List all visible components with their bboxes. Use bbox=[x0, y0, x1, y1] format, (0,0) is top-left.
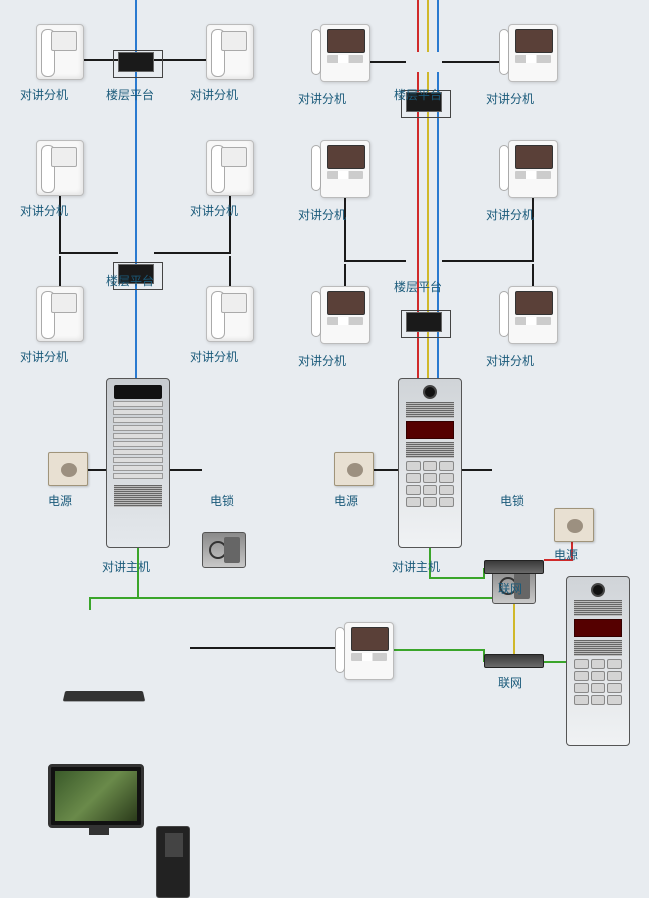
device-label: 对讲分机 bbox=[20, 202, 68, 219]
device-intercom-audio bbox=[206, 286, 254, 342]
device-intercom-audio bbox=[206, 140, 254, 196]
device-label: 电锁 bbox=[210, 492, 234, 509]
device-host-panel bbox=[106, 378, 170, 548]
device-intercom-audio bbox=[36, 140, 84, 196]
device-label: 电源 bbox=[48, 492, 72, 509]
device-intercom-video bbox=[320, 24, 370, 82]
wire bbox=[394, 650, 484, 662]
device-label: 电锁 bbox=[500, 492, 524, 509]
device-label: 楼层平台 bbox=[106, 86, 154, 103]
device-host-keypad bbox=[398, 378, 462, 548]
device-intercom-video bbox=[320, 286, 370, 344]
device-label: 电源 bbox=[334, 492, 358, 509]
device-label: 对讲分机 bbox=[486, 206, 534, 223]
device-label: 对讲分机 bbox=[190, 348, 238, 365]
device-label: 对讲分机 bbox=[190, 202, 238, 219]
device-label: 对讲分机 bbox=[20, 348, 68, 365]
device-label: 联网 bbox=[498, 580, 522, 597]
device-label: 对讲分机 bbox=[298, 206, 346, 223]
device-label: 电源 bbox=[554, 546, 578, 563]
device-label: 对讲分机 bbox=[20, 86, 68, 103]
device-intercom-audio bbox=[36, 24, 84, 80]
device-label: 对讲分机 bbox=[190, 86, 238, 103]
device-netbox bbox=[484, 560, 544, 574]
device-monitor bbox=[48, 764, 144, 828]
device-label: 对讲主机 bbox=[102, 558, 150, 575]
device-label: 对讲分机 bbox=[298, 90, 346, 107]
device-intercom-video bbox=[508, 286, 558, 344]
device-host-keypad bbox=[566, 576, 630, 746]
device-power-box bbox=[554, 508, 594, 542]
device-elock bbox=[202, 532, 246, 568]
device-floor-hub bbox=[118, 52, 154, 72]
device-label: 联网 bbox=[498, 674, 522, 691]
device-label: 对讲分机 bbox=[298, 352, 346, 369]
device-kb bbox=[63, 691, 145, 701]
device-floor-hub bbox=[406, 312, 442, 332]
device-label: 楼层平台 bbox=[106, 272, 154, 289]
device-intercom-audio bbox=[36, 286, 84, 342]
device-power-box bbox=[334, 452, 374, 486]
device-label: 对讲分机 bbox=[486, 90, 534, 107]
device-label: 楼层平台 bbox=[394, 86, 442, 103]
device-intercom-video bbox=[508, 140, 558, 198]
device-label: 对讲主机 bbox=[392, 558, 440, 575]
device-netbox bbox=[484, 654, 544, 668]
device-power-box bbox=[48, 452, 88, 486]
device-intercom-video bbox=[320, 140, 370, 198]
device-intercom-video bbox=[344, 622, 394, 680]
device-pc-tower bbox=[156, 826, 190, 898]
device-label: 对讲分机 bbox=[486, 352, 534, 369]
device-intercom-video bbox=[508, 24, 558, 82]
wiring-svg bbox=[0, 0, 649, 755]
device-intercom-audio bbox=[206, 24, 254, 80]
device-label: 楼层平台 bbox=[394, 278, 442, 295]
